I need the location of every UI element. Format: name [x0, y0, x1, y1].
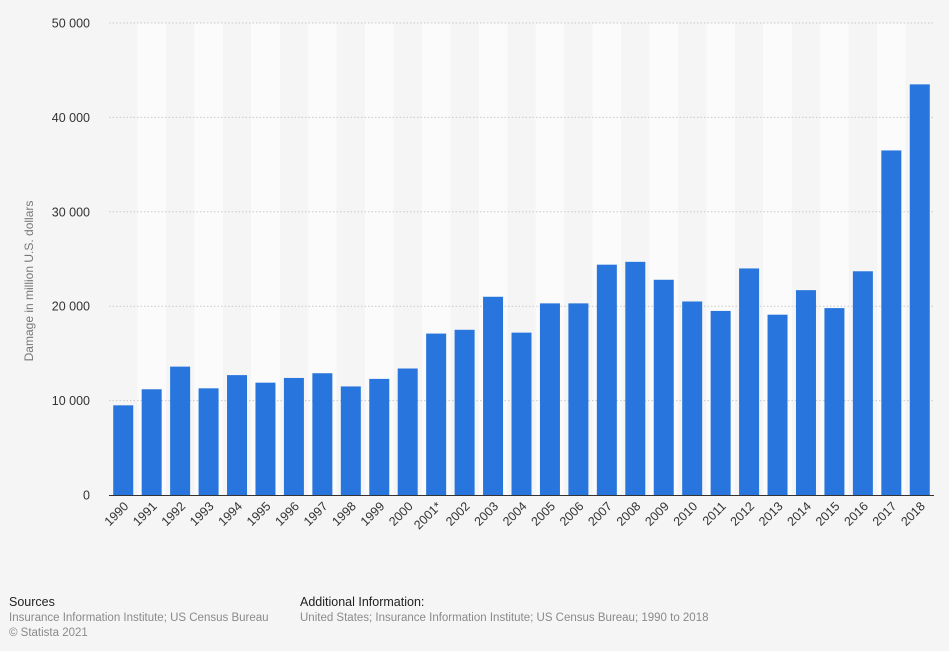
bar-2017[interactable]: [881, 150, 902, 495]
footer: Sources Insurance Information Institute;…: [0, 594, 949, 651]
bar-1995[interactable]: [255, 382, 276, 495]
bar-2013[interactable]: [767, 314, 788, 495]
bar-2001*[interactable]: [426, 333, 447, 495]
x-tick-label: 2003: [472, 499, 502, 529]
x-tick-label: 1996: [272, 499, 302, 529]
x-tick-label: 2000: [386, 499, 416, 529]
x-tick-label: 2008: [614, 499, 644, 529]
bar-1994[interactable]: [227, 375, 248, 495]
x-tick-label: 2001*: [411, 499, 444, 532]
x-tick-label: 2014: [785, 499, 815, 529]
sources-text: Insurance Information Institute; US Cens…: [9, 612, 269, 624]
x-tick-label: 1992: [159, 499, 189, 529]
bar-1999[interactable]: [369, 378, 390, 495]
x-tick-label: 1998: [329, 499, 359, 529]
y-axis-ticks: 0 10 000 20 000 30 000 40 000 50 000: [52, 17, 90, 503]
additional-info-heading: Additional Information:: [300, 595, 425, 609]
bar-2008[interactable]: [625, 261, 646, 495]
sources-block: Sources Insurance Information Institute;…: [9, 594, 269, 641]
x-tick-label: 2009: [642, 499, 672, 529]
bar-chart: 0 10 000 20 000 30 000 40 000 50 000 19901991…: [22, 17, 934, 532]
bar-2010[interactable]: [682, 301, 703, 495]
x-tick-label: 2002: [443, 499, 473, 529]
x-tick-label: 1990: [102, 499, 132, 529]
x-tick-label: 2012: [728, 499, 758, 529]
bar-1992[interactable]: [170, 366, 191, 495]
x-tick-label: 2005: [529, 499, 559, 529]
x-tick-label: 1991: [130, 499, 160, 529]
x-tick-label: 1994: [216, 499, 246, 529]
x-tick-label: 1999: [358, 499, 388, 529]
y-tick-label: 50 000: [52, 17, 90, 31]
x-tick-label: 2015: [813, 499, 843, 529]
bar-2016[interactable]: [852, 271, 873, 495]
additional-info-block: Additional Information: United States; I…: [300, 594, 709, 626]
y-tick-label: 10 000: [52, 394, 90, 408]
x-tick-label: 2017: [870, 499, 900, 529]
x-axis-ticks: 1990199119921993199419951996199719981999…: [102, 499, 928, 532]
bar-2018[interactable]: [909, 84, 930, 496]
x-tick-label: 2013: [756, 499, 786, 529]
sources-heading: Sources: [9, 595, 55, 609]
bars: [113, 84, 930, 496]
x-tick-label: 1997: [301, 499, 331, 529]
bar-1997[interactable]: [312, 373, 333, 495]
bar-2004[interactable]: [511, 332, 532, 495]
bar-2002[interactable]: [454, 329, 475, 495]
bar-2000[interactable]: [397, 368, 418, 495]
y-tick-label: 20 000: [52, 300, 90, 314]
x-tick-label: 2018: [898, 499, 928, 529]
x-tick-label: 2016: [841, 499, 871, 529]
y-tick-label: 30 000: [52, 205, 90, 219]
bar-2009[interactable]: [653, 279, 674, 495]
bar-1998[interactable]: [340, 386, 361, 495]
y-axis-title: Damage in million U.S. dollars: [22, 201, 36, 362]
bar-2003[interactable]: [483, 296, 504, 495]
bar-2006[interactable]: [568, 303, 589, 495]
bar-2007[interactable]: [596, 264, 617, 495]
additional-info-text: United States; Insurance Information Ins…: [300, 612, 709, 624]
bar-2015[interactable]: [824, 308, 845, 495]
bar-1993[interactable]: [198, 388, 219, 495]
x-tick-label: 2011: [700, 499, 729, 528]
x-tick-label: 2010: [671, 499, 701, 529]
y-tick-label: 0: [83, 489, 90, 503]
bar-2011[interactable]: [710, 310, 731, 495]
bar-1991[interactable]: [141, 389, 162, 495]
bar-2014[interactable]: [795, 290, 816, 495]
bar-2012[interactable]: [739, 268, 760, 495]
bar-2005[interactable]: [539, 303, 560, 495]
bar-1990[interactable]: [113, 405, 134, 495]
x-tick-label: 2006: [557, 499, 587, 529]
copyright-text: © Statista 2021: [9, 627, 88, 639]
y-tick-label: 40 000: [52, 111, 90, 125]
bar-1996[interactable]: [283, 377, 304, 495]
x-tick-label: 1993: [187, 499, 217, 529]
x-tick-label: 1995: [244, 499, 274, 529]
x-tick-label: 2007: [585, 499, 615, 529]
x-tick-label: 2004: [500, 499, 530, 529]
